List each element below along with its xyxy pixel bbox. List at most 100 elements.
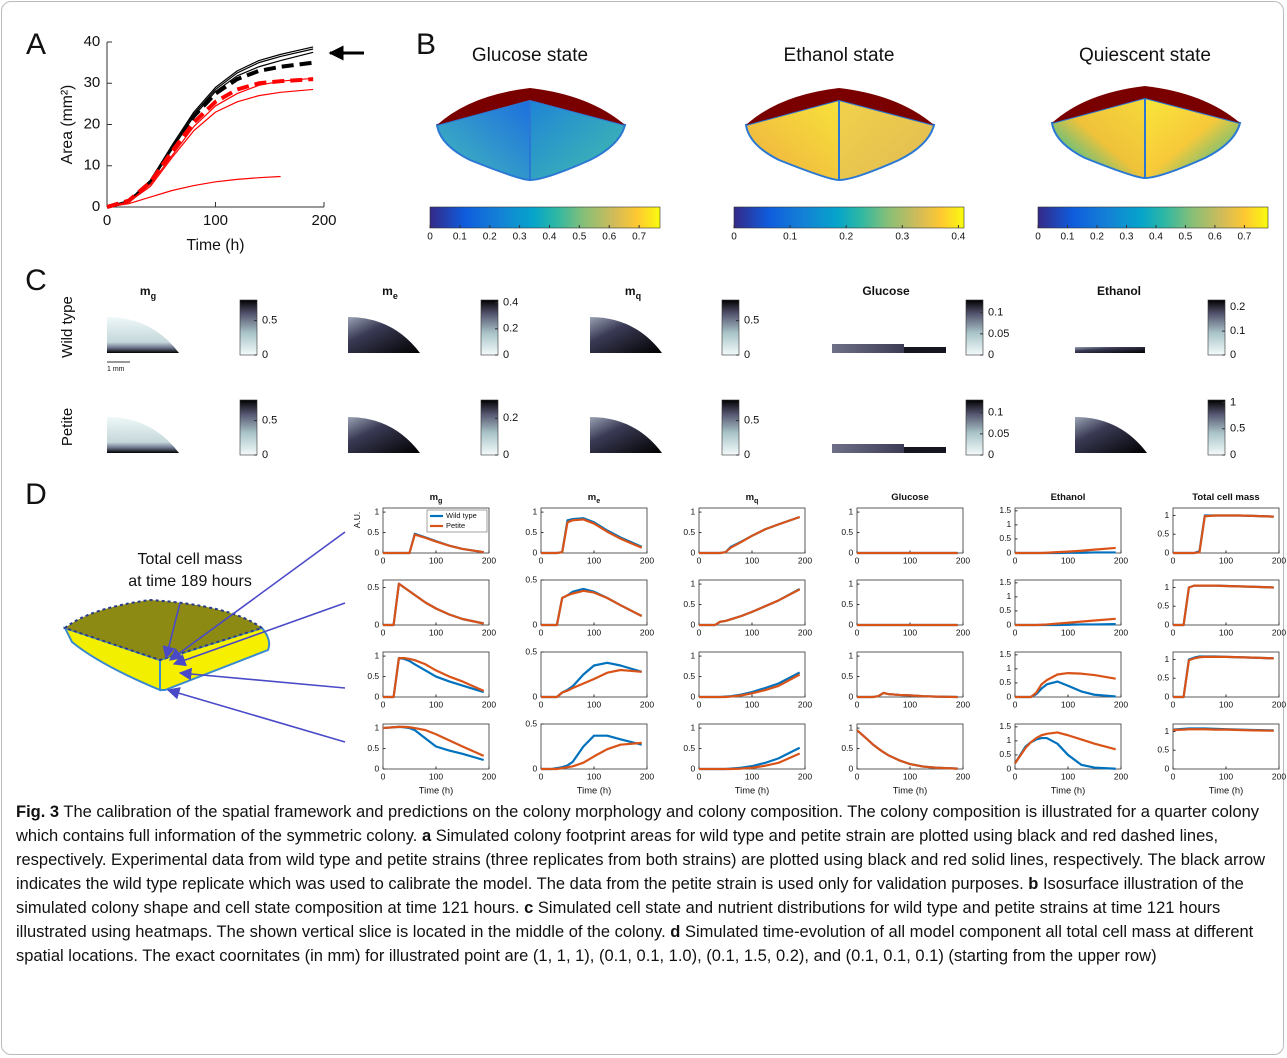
- pointer-arrow: [168, 690, 345, 742]
- y-tick-label: 1.5: [999, 721, 1011, 731]
- row-label: Petite: [59, 408, 76, 446]
- x-tick-label: 0: [697, 627, 702, 637]
- x-tick-label: 200: [956, 627, 970, 637]
- chart-title-main: m: [430, 492, 438, 503]
- colorbar-tick-label: 0.4: [951, 232, 965, 243]
- y-tick-label: 40: [84, 33, 101, 50]
- chart-title-sub: q: [754, 497, 758, 505]
- x-tick-label: 200: [1272, 699, 1286, 709]
- y-tick-label: 1.5: [999, 505, 1011, 515]
- x-tick-label: 100: [587, 627, 601, 637]
- heatmap: [348, 317, 420, 353]
- x-tick-label: 100: [903, 699, 917, 709]
- heatmap: [590, 317, 662, 353]
- heatmap: [1075, 417, 1147, 453]
- heatmap-title: Glucose: [862, 284, 910, 298]
- y-tick-label: 0.5: [525, 527, 537, 537]
- y-tick-label: 1: [374, 650, 379, 660]
- x-tick-label: 200: [798, 555, 812, 565]
- y-tick-label: 0: [532, 547, 537, 557]
- y-tick-label: 1: [690, 506, 695, 516]
- x-tick-label: 0: [1171, 555, 1176, 565]
- y-tick-label: 0: [848, 547, 853, 557]
- x-tick-label: 200: [640, 699, 654, 709]
- axes-box: [857, 508, 963, 553]
- colorbar-tick-label: 1: [1230, 397, 1236, 409]
- y-tick-label: 0: [374, 691, 379, 701]
- axes-box: [541, 724, 647, 769]
- y-axis-label: A.U.: [352, 512, 362, 529]
- colorbar-tick-label: 0.4: [543, 232, 557, 243]
- colorbar-tick-label: 0.1: [1230, 325, 1245, 337]
- x-tick-label: 200: [798, 699, 812, 709]
- y-tick-label: 0.5: [1157, 529, 1169, 539]
- panel-label: C: [25, 264, 47, 297]
- y-tick-label: 0.5: [1157, 601, 1169, 611]
- x-tick-label: 100: [429, 699, 443, 709]
- x-tick-label: 200: [798, 627, 812, 637]
- colorbar-tick-label: 0.4: [1149, 232, 1163, 243]
- colorbar-tick-label: 0.2: [1090, 232, 1104, 243]
- y-tick-label: 1: [848, 650, 853, 660]
- colorbar-tick-label: 0: [744, 349, 750, 361]
- chart-title-main: m: [746, 492, 754, 503]
- chart-title-sub: g: [438, 497, 442, 505]
- x-tick-label: 100: [587, 555, 601, 565]
- x-tick-label: 200: [1272, 771, 1286, 781]
- x-tick-label: 100: [1061, 627, 1075, 637]
- y-tick-label: 20: [84, 115, 101, 132]
- y-tick-label: 30: [84, 74, 101, 91]
- x-tick-label: 200: [956, 555, 970, 565]
- y-tick-label: 0.5: [999, 605, 1011, 615]
- y-tick-label: 0.5: [841, 743, 853, 753]
- colorbar-tick-label: 0.4: [503, 297, 518, 309]
- x-tick-label: 100: [429, 555, 443, 565]
- x-tick-label: 0: [381, 699, 386, 709]
- heatmap: [1075, 347, 1145, 353]
- y-tick-label: 0: [690, 691, 695, 701]
- colorbar-tick-label: 0.5: [744, 315, 759, 327]
- heatmap-title-main: Glucose: [862, 284, 910, 298]
- x-tick-label: 0: [103, 212, 111, 229]
- colorbar-tick-label: 0.5: [744, 415, 759, 427]
- axes-box: [699, 580, 805, 625]
- x-tick-label: 200: [482, 771, 496, 781]
- x-tick-label: 100: [429, 771, 443, 781]
- x-tick-label: 200: [1114, 699, 1128, 709]
- legend-label: Petite: [446, 521, 465, 530]
- x-tick-label: 0: [381, 555, 386, 565]
- y-tick-label: 0.5: [1157, 673, 1169, 683]
- x-tick-label: 100: [1061, 699, 1075, 709]
- y-tick-label: 0: [374, 763, 379, 773]
- y-tick-label: 1: [1164, 726, 1169, 736]
- colorbar-tick-label: 0: [1230, 349, 1236, 361]
- y-tick-label: 0: [92, 198, 100, 215]
- figure: ABCD0100200010203040Time (h)Area (mm²)01…: [0, 0, 1287, 800]
- x-tick-label: 200: [798, 771, 812, 781]
- y-tick-label: 0: [532, 691, 537, 701]
- chart-title-main: Glucose: [891, 492, 929, 503]
- x-axis-label: Time (h): [419, 786, 453, 796]
- y-tick-label: 0: [1006, 547, 1011, 557]
- y-tick-label: 0: [1006, 763, 1011, 773]
- y-axis-label: Area (mm²): [59, 85, 76, 165]
- colorbar: [481, 300, 498, 355]
- row-label: Wild type: [59, 296, 76, 358]
- axes-box: [857, 580, 963, 625]
- x-axis-label: Time (h): [735, 786, 769, 796]
- x-tick-label: 200: [1114, 771, 1128, 781]
- y-tick-label: 1: [374, 506, 379, 516]
- y-tick-label: 0: [848, 619, 853, 629]
- x-tick-label: 200: [482, 699, 496, 709]
- y-tick-label: 0.5: [999, 677, 1011, 687]
- image-title: Quiescent state: [1079, 45, 1211, 66]
- colorbar-tick-label: 0.7: [1237, 232, 1251, 243]
- y-tick-label: 1: [690, 722, 695, 732]
- x-tick-label: 200: [482, 555, 496, 565]
- y-tick-label: 0.5: [999, 533, 1011, 543]
- colorbar-tick-label: 0: [988, 349, 994, 361]
- x-tick-label: 0: [1171, 627, 1176, 637]
- x-tick-label: 0: [1013, 771, 1018, 781]
- colorbar-tick-label: 0.2: [503, 412, 518, 424]
- colorbar-tick-label: 0: [1230, 449, 1236, 461]
